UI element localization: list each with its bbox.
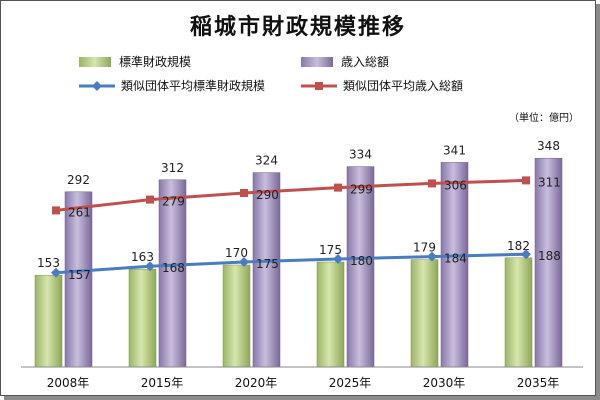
line-value-label: 299 — [350, 183, 373, 197]
bar-total-revenue — [534, 157, 563, 368]
line-value-label: 175 — [256, 257, 279, 271]
bar-total-revenue — [440, 162, 469, 368]
bar-value-label: 334 — [349, 148, 372, 162]
x-tick-label: 2030年 — [423, 376, 466, 390]
legend-label-total-revenue: 歳入総額 — [341, 55, 390, 69]
line-point-similar-total-revenue — [146, 195, 154, 204]
bar-value-label: 312 — [161, 161, 184, 175]
legend-label-similar-total-revenue: 類似団体平均歳入総額 — [343, 79, 464, 93]
legend-item-standard-scale: 標準財政規模 — [79, 53, 191, 70]
x-tick-label: 2008年 — [47, 376, 90, 390]
line-value-label: 290 — [256, 188, 279, 202]
legend-line-similar-standard-scale — [79, 80, 115, 91]
bar-value-label: 175 — [319, 243, 342, 257]
legend-swatch-standard-scale — [79, 56, 111, 67]
line-value-label: 180 — [350, 254, 373, 268]
bar-total-revenue — [346, 166, 375, 368]
line-point-similar-standard-scale — [239, 257, 249, 267]
line-point-similar-standard-scale — [51, 267, 61, 278]
x-tick-label: 2035年 — [517, 376, 560, 390]
bar-value-label: 153 — [37, 256, 60, 270]
legend-item-similar-standard-scale: 類似団体平均標準財政規模 — [79, 77, 265, 94]
legend-line-similar-total-revenue — [301, 81, 337, 90]
legend-label-standard-scale: 標準財政規模 — [119, 55, 192, 69]
x-tick-label: 2025年 — [329, 376, 372, 390]
chart-plot: 153 292 163 312 170 324 175 334 179 341 182 348 157… — [21, 139, 583, 390]
line-point-similar-total-revenue — [334, 183, 342, 192]
bar-value-label: 348 — [537, 139, 560, 153]
line-value-label: 168 — [162, 261, 185, 275]
line-value-label: 184 — [444, 252, 467, 266]
series-line-similar-standard-scale — [55, 252, 527, 275]
bar-value-label: 341 — [443, 143, 466, 157]
unit-label: （単位：億円） — [509, 113, 579, 124]
bar-total-revenue — [64, 191, 93, 368]
bar-total-revenue — [252, 172, 281, 368]
legend-label-similar-standard-scale: 類似団体平均標準財政規模 — [121, 79, 266, 93]
line-point-similar-total-revenue — [522, 176, 530, 185]
bar-value-label: 163 — [131, 250, 154, 264]
line-point-similar-standard-scale — [145, 261, 155, 272]
bar-value-label: 179 — [413, 241, 436, 255]
series-line-similar-total-revenue — [55, 178, 527, 212]
x-tick-label: 2020年 — [235, 376, 278, 390]
line-value-label: 306 — [444, 178, 467, 192]
bar-total-revenue — [158, 179, 187, 368]
bar-standard-scale — [504, 257, 533, 368]
line-point-similar-standard-scale — [427, 251, 437, 262]
bar-standard-scale — [34, 274, 63, 368]
line-point-similar-standard-scale — [521, 249, 531, 260]
line-value-label: 188 — [538, 249, 561, 263]
line-value-label: 157 — [68, 268, 91, 282]
bar-value-label: 182 — [507, 239, 530, 253]
legend-item-total-revenue: 歳入総額 — [301, 53, 389, 70]
x-tick-label: 2015年 — [141, 376, 184, 390]
line-point-similar-total-revenue — [428, 179, 436, 188]
bar-value-label: 324 — [255, 154, 278, 168]
line-point-similar-total-revenue — [240, 189, 248, 197]
legend-item-similar-total-revenue: 類似団体平均歳入総額 — [301, 77, 463, 94]
line-value-label: 261 — [68, 205, 91, 219]
bar-value-label: 170 — [225, 246, 248, 260]
bar-standard-scale — [316, 261, 345, 368]
line-value-label: 311 — [538, 175, 561, 189]
line-point-similar-standard-scale — [333, 254, 343, 264]
line-value-label: 279 — [162, 195, 185, 209]
bar-standard-scale — [128, 268, 157, 368]
legend-swatch-total-revenue — [301, 56, 333, 67]
bar-value-label: 292 — [67, 173, 90, 187]
chart-title: 稲城市財政規模推移 — [189, 15, 406, 40]
bar-standard-scale — [410, 259, 439, 368]
bar-standard-scale — [222, 264, 251, 368]
line-point-similar-total-revenue — [52, 206, 60, 215]
